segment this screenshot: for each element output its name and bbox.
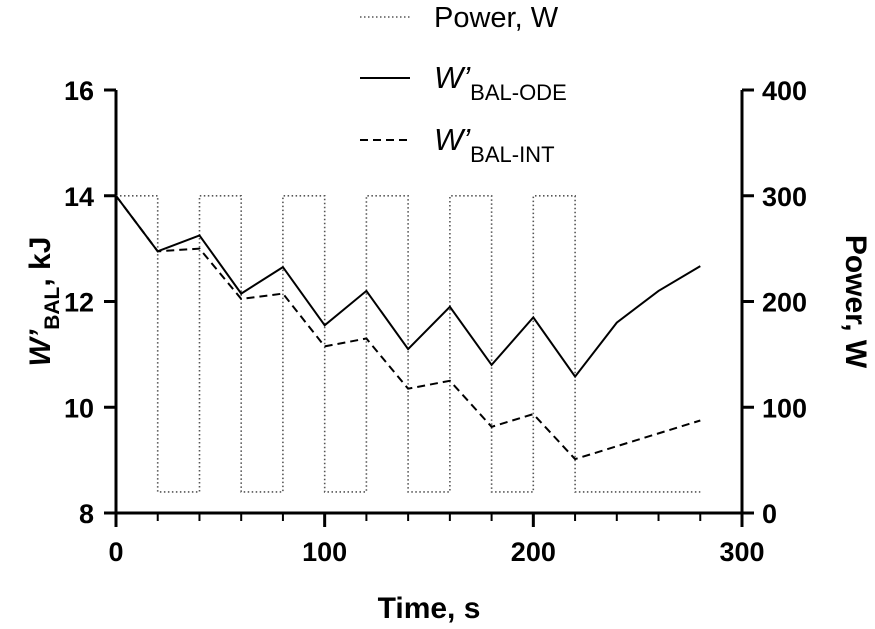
series-line-int [115,195,701,461]
axes: 8 10 12 14 16 0 100 200 300 400 0 100 200 300 [64,76,807,567]
series-line-ode [115,195,701,379]
left-y-tick-label: 12 [64,288,94,318]
left-y-tick-label: 14 [64,182,94,212]
right-y-axis-title: Power, W [839,235,872,369]
x-tick-label: 100 [302,537,347,567]
right-y-tick-label: 300 [762,182,807,212]
right-y-tick-label: 400 [762,76,807,106]
legend-label-power: Power, W [434,2,559,34]
left-y-axis-title-suffix: , kJ [24,237,57,287]
legend-label-ode: W’BAL-ODE [434,60,567,105]
legend-label-main: W’ [434,122,471,157]
x-tick-label: 200 [511,537,556,567]
x-tick-label: 300 [719,537,764,567]
axis-titles: Time, s W’BAL, kJ Power, W [24,235,872,625]
left-y-tick-label: 10 [64,393,94,423]
legend-label-int: W’BAL-INT [434,122,555,167]
left-y-tick-label: 8 [79,499,94,529]
right-y-tick-label: 100 [762,393,807,423]
left-y-axis-title: W’BAL, kJ [24,237,64,367]
left-y-axis-title-sub: BAL [41,286,64,329]
legend-label-sub: BAL-INT [470,142,554,167]
legend-label-main: W’ [434,60,471,95]
left-y-axis-title-main: W’ [24,329,57,366]
legend-label-main: Power, W [434,2,559,34]
legend-label-sub: BAL-ODE [470,80,567,105]
x-axis-title: Time, s [378,592,481,625]
right-y-tick-label: 200 [762,288,807,318]
x-tick-label: 0 [108,537,123,567]
plot-area [115,195,701,493]
left-y-tick-label: 16 [64,76,94,106]
right-y-tick-label: 0 [762,499,777,529]
